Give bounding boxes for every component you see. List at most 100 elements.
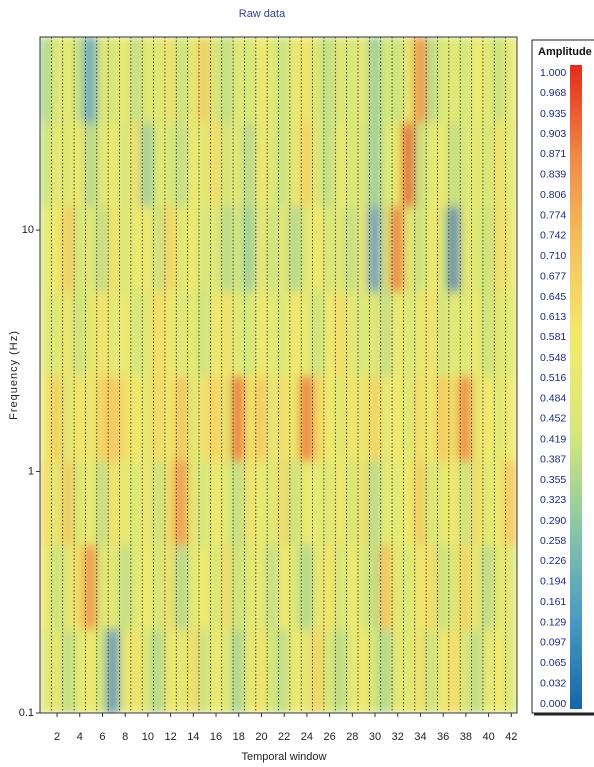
x-tick-label: 42 — [505, 731, 517, 743]
heat-cell — [504, 37, 517, 124]
heat-cell — [141, 458, 155, 546]
heat-cell — [209, 204, 223, 292]
heat-cell — [413, 204, 428, 292]
heat-cell — [175, 374, 189, 461]
heat-cell — [436, 374, 450, 461]
heat-cell — [368, 289, 382, 377]
heat-cell — [266, 627, 280, 713]
colorbar-tick-label: 0.032 — [540, 678, 566, 690]
heat-cell — [357, 37, 371, 124]
x-tick-label: 34 — [414, 731, 426, 743]
heat-cell — [357, 458, 371, 546]
heat-cell — [470, 458, 484, 546]
heat-cell — [40, 627, 53, 713]
heat-cell — [493, 37, 507, 124]
heat-cell — [334, 458, 348, 546]
colorbar-tick-label: 0.871 — [540, 148, 566, 160]
heat-cell — [107, 204, 121, 292]
heat-cell — [61, 289, 76, 377]
heat-cell — [288, 121, 303, 207]
heat-cell — [232, 458, 246, 546]
heat-cell — [220, 204, 235, 292]
heat-cell — [288, 627, 303, 713]
heat-cell — [175, 289, 189, 377]
x-tick-label: 26 — [323, 731, 335, 743]
colorbar-tick-label: 0.097 — [540, 637, 566, 649]
heat-cell — [379, 204, 394, 292]
heat-cell — [368, 458, 382, 546]
heat-cell — [129, 121, 144, 207]
heat-cell — [277, 627, 291, 713]
heat-cell — [243, 543, 257, 630]
heat-cell — [186, 204, 200, 292]
heat-cell — [254, 37, 269, 124]
x-tick-label: 20 — [255, 731, 267, 743]
heat-cell — [436, 627, 450, 713]
heat-cell — [413, 543, 428, 630]
heat-cell — [84, 204, 98, 292]
heat-cell — [391, 374, 405, 461]
heat-cell — [254, 543, 269, 630]
heat-cell — [152, 37, 166, 124]
colorbar-tick-label: 0.645 — [540, 291, 566, 303]
heat-cell — [481, 458, 496, 546]
x-tick-label: 8 — [122, 731, 128, 743]
heat-cell — [493, 289, 507, 377]
heat-cell — [322, 204, 337, 292]
heat-cell — [107, 37, 121, 124]
heat-cell — [288, 458, 303, 546]
heat-cell — [266, 543, 280, 630]
heat-cell — [402, 374, 416, 461]
heat-cell — [345, 204, 359, 292]
heat-cell — [220, 627, 235, 713]
heat-cell — [459, 37, 473, 124]
heat-cell — [198, 627, 212, 713]
heat-cell — [118, 543, 132, 630]
heat-cell — [311, 289, 325, 377]
heat-cell — [107, 627, 121, 713]
x-tick-label: 12 — [164, 731, 176, 743]
heat-cell — [277, 458, 291, 546]
heat-cell — [425, 204, 439, 292]
heat-cell — [175, 627, 189, 713]
heat-cell — [220, 458, 235, 546]
heat-cell — [232, 627, 246, 713]
heat-cell — [141, 37, 155, 124]
heat-cell — [345, 627, 359, 713]
heat-cell — [243, 121, 257, 207]
heat-cell — [243, 627, 257, 713]
x-tick-label: 24 — [301, 731, 313, 743]
heat-cell — [459, 543, 473, 630]
heat-cell — [322, 374, 337, 461]
x-tick-label: 6 — [99, 731, 105, 743]
heat-cell — [391, 458, 405, 546]
heat-cell — [209, 543, 223, 630]
heat-cell — [50, 543, 64, 630]
heat-cell — [413, 627, 428, 713]
heat-cell — [73, 627, 87, 713]
heat-cell — [232, 374, 246, 461]
heat-cell — [243, 374, 257, 461]
heat-cell — [73, 289, 87, 377]
heat-cell — [186, 121, 200, 207]
heat-cell — [40, 37, 53, 124]
heat-cell — [300, 204, 314, 292]
heat-cell — [447, 289, 462, 377]
heat-cell — [129, 458, 144, 546]
heat-cell — [311, 204, 325, 292]
heat-cell — [198, 458, 212, 546]
heat-cell — [163, 458, 178, 546]
colorbar-tick-label: 0.065 — [540, 657, 566, 669]
heat-cell — [322, 37, 337, 124]
heat-cell — [107, 121, 121, 207]
heat-cell — [425, 458, 439, 546]
heat-cell — [493, 121, 507, 207]
colorbar-title: Amplitude — [538, 46, 592, 58]
colorbar-tick-label: 0.484 — [540, 392, 566, 404]
heat-cell — [266, 121, 280, 207]
colorbar-tick-label: 0.677 — [540, 271, 566, 283]
colorbar-tick-label: 0.774 — [540, 209, 566, 221]
heat-cell — [504, 121, 517, 207]
heat-cell — [379, 627, 394, 713]
heat-cell — [84, 121, 98, 207]
